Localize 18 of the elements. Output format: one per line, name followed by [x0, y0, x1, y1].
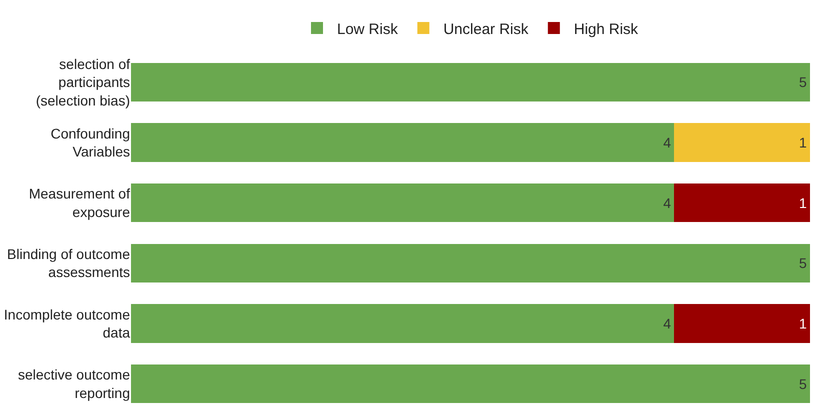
- y-tick-label: selection of participants (selection bias): [36, 56, 130, 108]
- y-tick-label: Blinding of outcome assessments: [7, 246, 130, 280]
- data-label: 1: [799, 316, 807, 332]
- y-tick-label: Incomplete outcome data: [4, 306, 130, 340]
- data-label: 4: [663, 194, 672, 211]
- y-tick-label: selective outcome reporting: [18, 366, 130, 401]
- y-tick-label: Measurement of exposure: [28, 186, 130, 220]
- legend-label: Low Risk: [337, 20, 398, 38]
- legend-label: High Risk: [574, 20, 639, 38]
- data-label: 1: [799, 134, 807, 150]
- data-label: 4: [663, 134, 672, 150]
- data-label: 5: [799, 376, 807, 392]
- data-label: 5: [799, 255, 807, 272]
- y-tick-label: Confounding Variables: [50, 125, 130, 160]
- data-label: 1: [799, 194, 807, 211]
- data-label: 5: [799, 74, 807, 90]
- legend-label: Unclear Risk: [443, 20, 529, 38]
- data-label: 4: [663, 316, 672, 332]
